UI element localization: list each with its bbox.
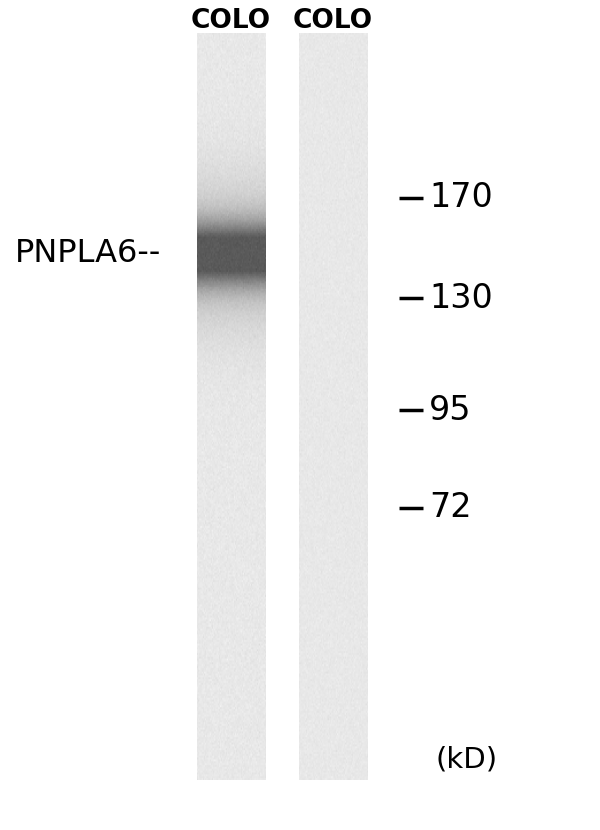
Text: COLO: COLO	[191, 7, 271, 34]
Text: (kD): (kD)	[435, 745, 497, 774]
Text: 72: 72	[429, 491, 472, 524]
Text: COLO: COLO	[293, 7, 373, 34]
Text: 130: 130	[429, 282, 493, 315]
Text: 95: 95	[429, 394, 472, 427]
Text: PNPLA6--: PNPLA6--	[15, 238, 161, 269]
Text: 170: 170	[429, 181, 493, 214]
